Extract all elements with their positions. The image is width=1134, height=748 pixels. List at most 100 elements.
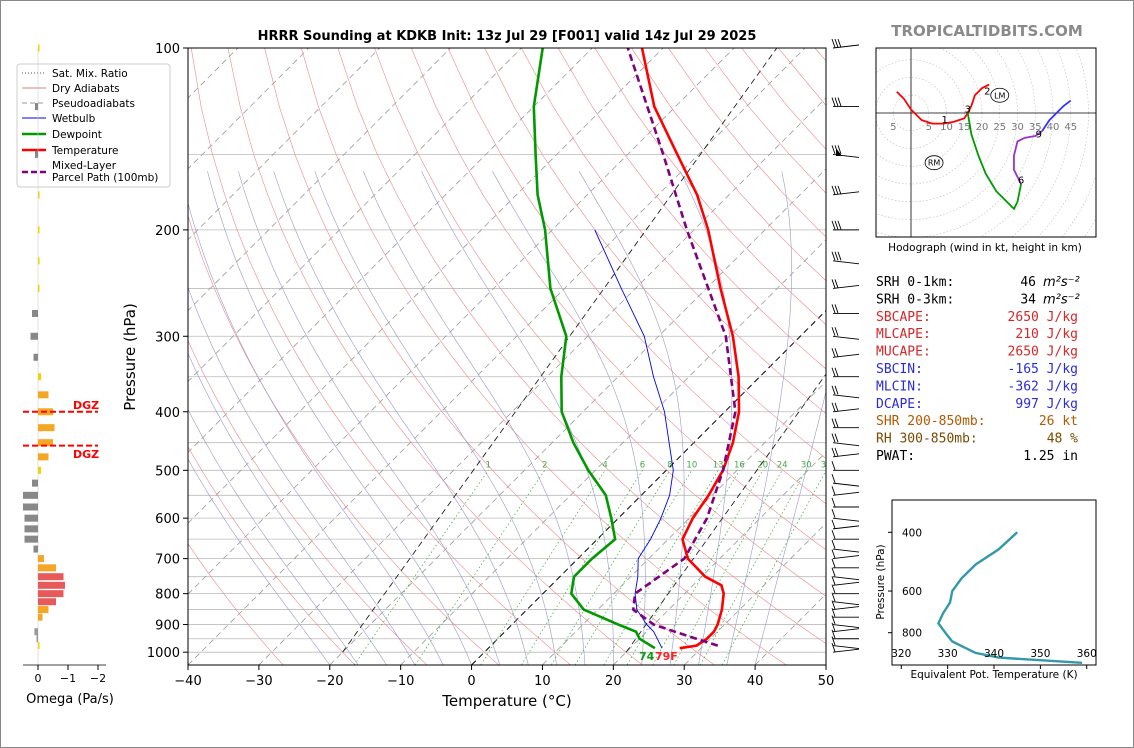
mixing-ratio-label: 2 [542, 460, 547, 470]
theta-e-line [937, 531, 1083, 664]
wind-barb [831, 185, 860, 196]
barb-feather [831, 530, 836, 539]
index-label: MUCAPE: [876, 345, 931, 360]
profile-temperature [640, 48, 741, 650]
barb-feather [834, 38, 839, 48]
mixing-ratio-line [521, 470, 643, 665]
barb-staff [832, 191, 860, 196]
theta-e-x-tick-label: 330 [938, 648, 958, 660]
moist-adiabat [188, 458, 331, 665]
wind-barb [831, 279, 860, 289]
x-tick-label: 10 [534, 674, 551, 689]
hodograph-segment-9km-plus [1041, 99, 1072, 132]
dry-adiabat [188, 446, 356, 665]
barb-feather [834, 304, 839, 314]
skewt-background-lines: 1246810131620243036 [188, 48, 832, 665]
theta-e-y-tick-label: 800 [902, 628, 922, 640]
omega-panel: 0 −1 −2 [23, 44, 106, 685]
mixing-ratio-label: 36 [821, 460, 832, 470]
moist-adiabat [492, 171, 646, 665]
index-unit: m²s⁻² [1043, 292, 1080, 307]
omega-bar [38, 642, 40, 650]
skewt-axes: −40 −30 −20 −10 0 10 20 30 40 50 100 200 300 400 500 60… [147, 42, 834, 689]
y-tick-label: 900 [155, 619, 180, 634]
moist-adiabat [578, 171, 685, 665]
barb-feather [837, 145, 842, 155]
omega-bar [38, 391, 49, 399]
barb-feather [831, 567, 836, 577]
omega-bar [38, 373, 41, 381]
wind-barb [831, 38, 860, 49]
hodograph-trace: 1 2 3 6 9 LM RM [896, 83, 1072, 211]
wind-barb [831, 418, 859, 429]
legend-label-pseudo: Pseudoadiabats [52, 98, 135, 110]
wind-barb [831, 473, 860, 487]
y-tick-label: 200 [155, 224, 180, 239]
barb-feather [837, 251, 842, 261]
barb-feather [834, 385, 839, 395]
hodograph-frame [875, 47, 1097, 238]
barb-feather [834, 220, 839, 230]
index-label: SBCIN: [876, 362, 923, 377]
profile-wetbulb [594, 229, 674, 649]
barb-feather [834, 327, 839, 336]
dry-adiabat [227, 48, 643, 665]
omega-xlabel: Omega (Pa/s) [26, 692, 114, 707]
mixing-ratio-label: 10 [686, 460, 697, 470]
omega-tick-label: −2 [90, 672, 106, 685]
omega-bar [33, 545, 38, 553]
isotherm-line [400, 239, 826, 665]
barb-feather [831, 549, 836, 559]
barb-staff [832, 284, 860, 289]
y-tick-label: 700 [155, 553, 180, 568]
surface-dewpoint-label: 74 [639, 650, 655, 663]
wind-barb [831, 385, 860, 399]
omega-bar [30, 332, 38, 340]
barb-feather [831, 279, 836, 289]
barb-staff [832, 453, 860, 458]
dry-adiabat [190, 48, 571, 665]
y-tick-label: 800 [155, 588, 180, 603]
omega-bar [35, 150, 38, 158]
wind-barb [831, 97, 859, 108]
barb-staff [832, 628, 860, 633]
barb-staff [832, 44, 860, 49]
wind-barb [831, 530, 859, 540]
hodograph-ring-label: 35 [1029, 122, 1042, 133]
omega-bar [38, 590, 64, 598]
hodograph-ring-label: 45 [1064, 122, 1077, 133]
index-label: DCAPE: [876, 397, 923, 412]
barb-feather [831, 592, 836, 602]
index-label: SHR 200-850mb: [876, 414, 986, 429]
wind-barb [831, 636, 860, 650]
omega-bar [34, 628, 38, 636]
barb-feather [831, 615, 836, 625]
index-value: 1.25 in [1023, 449, 1078, 464]
y-tick-label: 600 [155, 512, 180, 527]
isotherm-line [329, 168, 826, 665]
moist-adiabat [363, 171, 586, 665]
omega-tick-label: 0 [35, 672, 42, 685]
moist-adiabat [421, 171, 614, 665]
wind-barb [831, 509, 860, 522]
barb-feather [837, 38, 842, 48]
x-tick-label: 50 [818, 674, 835, 689]
wind-barb [831, 608, 859, 618]
moist-adiabat [188, 286, 416, 665]
legend-label-parcel-1: Mixed-Layer [52, 160, 117, 172]
omega-bar [38, 226, 40, 234]
barb-feather [834, 348, 839, 357]
wind-barb [831, 592, 860, 606]
barb-feather [831, 461, 836, 470]
barb-staff [832, 353, 860, 358]
theta-e-ylabel: Pressure (hPa) [875, 544, 887, 619]
index-unit: m²s⁻² [1043, 275, 1080, 290]
legend-label-temperature: Temperature [51, 145, 119, 157]
hodograph-ring-label: 5 [926, 122, 932, 133]
theta-e-y-tick-label: 400 [902, 527, 922, 539]
barb-feather [834, 402, 839, 412]
mixing-ratio-line [574, 470, 693, 665]
dry-adiabat [557, 48, 826, 370]
mixing-ratio-line [414, 470, 545, 665]
